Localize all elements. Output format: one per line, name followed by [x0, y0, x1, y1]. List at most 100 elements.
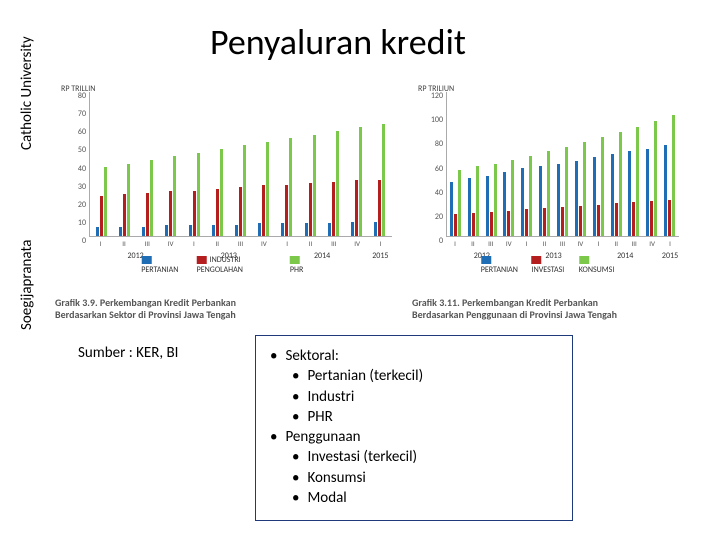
bar — [664, 145, 667, 236]
bar-group — [160, 156, 183, 236]
bar — [165, 225, 168, 236]
bar — [309, 183, 312, 236]
bar — [235, 225, 238, 236]
bar — [511, 160, 514, 236]
bar — [104, 167, 107, 236]
bar — [539, 166, 542, 236]
xlabel: II — [299, 239, 322, 251]
xlabel: II — [206, 239, 229, 251]
bar — [507, 211, 510, 236]
bar — [305, 223, 308, 236]
bullet-sektoral-industri: Industri — [292, 387, 558, 407]
bar-group — [183, 153, 206, 236]
legend-item: PERTANIAN — [141, 255, 186, 275]
bar — [374, 222, 377, 237]
legend-swatch — [579, 256, 589, 264]
legend-swatch — [532, 256, 542, 264]
xlabel: I — [369, 239, 392, 251]
bar — [285, 185, 288, 236]
legend: PERTANIANINVESTASIKONSUMSI — [481, 255, 619, 275]
legend-label: PERTANIAN — [481, 265, 518, 275]
bar — [119, 227, 122, 236]
bar-group — [518, 156, 536, 236]
bar — [672, 115, 675, 236]
legend-swatch — [141, 256, 151, 264]
bar-group — [536, 151, 554, 236]
xlabel: II — [536, 239, 554, 251]
xlabels: IIIIIIIVIIIIIIIVIIIIIIIVI — [89, 239, 392, 251]
bar — [169, 191, 172, 236]
bar-group — [625, 127, 643, 236]
bar — [597, 205, 600, 236]
legend-label: INVESTASI — [532, 265, 565, 275]
plot-area: 01020304050607080 — [89, 92, 392, 237]
xlabel-year: 2015 — [369, 251, 392, 261]
bar-group — [501, 160, 519, 236]
bar — [529, 156, 532, 236]
bullet-sektoral-phr: PHR — [292, 407, 558, 427]
xlabel: IV — [643, 239, 661, 251]
bar — [575, 161, 578, 236]
xlabel: I — [518, 239, 536, 251]
bar — [525, 209, 528, 236]
legend-label: PERTANIAN — [141, 265, 178, 275]
bar — [262, 185, 265, 236]
bar — [189, 225, 192, 236]
ytick: 60 — [66, 127, 86, 137]
bar — [650, 201, 653, 236]
xlabel: III — [322, 239, 345, 251]
bar-group — [299, 135, 322, 237]
plot-area: 020406080100120 — [446, 92, 679, 237]
bar — [565, 147, 568, 236]
ytick: 20 — [423, 212, 443, 222]
bar — [123, 194, 126, 236]
bar — [220, 149, 223, 236]
bars-wrap — [90, 92, 392, 236]
bar-group — [369, 124, 392, 236]
xlabel: IV — [571, 239, 589, 251]
bar — [378, 180, 381, 236]
sidebar-label-soegi: Soegijapranata — [18, 240, 36, 330]
bar — [547, 151, 550, 236]
bar — [150, 160, 153, 236]
bar-group — [554, 147, 572, 236]
ytick: 20 — [66, 200, 86, 210]
bar — [328, 223, 331, 236]
bar — [593, 157, 596, 236]
bar — [359, 127, 362, 236]
bullet-penggunaan-label: Penggunaan — [285, 428, 360, 446]
bar — [628, 151, 631, 236]
bar — [100, 196, 103, 236]
bullet-penggunaan-investasi: Investasi (terkecil) — [292, 447, 558, 467]
bar — [142, 227, 145, 236]
legend-label: PHR — [290, 265, 303, 275]
legend-item: PERTANIAN — [481, 255, 522, 275]
ytick: 100 — [423, 115, 443, 125]
bullet-penggunaan: Penggunaan Investasi (terkecil) Konsumsi… — [270, 427, 558, 508]
bar-group — [661, 115, 679, 236]
legend: PERTANIANINDUSTRI PENGOLAHANPHR — [141, 255, 314, 275]
bar-group — [276, 138, 299, 236]
bar-group — [572, 142, 590, 236]
bar — [212, 225, 215, 236]
bullet-penggunaan-konsumsi: Konsumsi — [292, 468, 558, 488]
xlabel: III — [229, 239, 252, 251]
legend-item: PHR — [290, 255, 314, 275]
bar — [355, 180, 358, 236]
bar-group — [483, 164, 501, 237]
bar — [382, 124, 385, 236]
ytick: 0 — [423, 236, 443, 246]
legend-swatch — [197, 256, 207, 264]
xlabel: II — [607, 239, 625, 251]
bar-group — [643, 121, 661, 236]
bar-group — [608, 132, 626, 236]
xlabel-year: 2015 — [661, 251, 679, 261]
bar — [332, 182, 335, 236]
bar — [490, 212, 493, 236]
bar-group — [465, 166, 483, 236]
bar — [476, 166, 479, 236]
ytick: 80 — [423, 139, 443, 149]
xlabel: III — [554, 239, 572, 251]
ytick: 0 — [66, 236, 86, 246]
bar — [486, 176, 489, 236]
